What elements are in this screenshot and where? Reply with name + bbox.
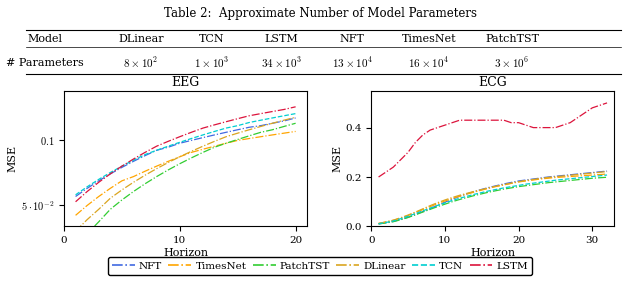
Text: $16 \times 10^4$: $16 \times 10^4$ <box>408 55 449 70</box>
Text: $1 \times 10^3$: $1 \times 10^3$ <box>193 55 229 70</box>
Text: TimesNet: TimesNet <box>401 34 456 44</box>
Text: $13 \times 10^4$: $13 \times 10^4$ <box>332 55 372 70</box>
Text: LSTM: LSTM <box>265 34 298 44</box>
Text: PatchTST: PatchTST <box>485 34 539 44</box>
Legend: NFT, TimesNet, PatchTST, DLinear, TCN, LSTM: NFT, TimesNet, PatchTST, DLinear, TCN, L… <box>108 257 532 275</box>
Text: TCN: TCN <box>198 34 224 44</box>
Text: Model: Model <box>28 34 62 44</box>
Text: $34 \times 10^3$: $34 \times 10^3$ <box>261 55 302 70</box>
Text: $8 \times 10^2$: $8 \times 10^2$ <box>124 55 158 70</box>
Y-axis label: MSE: MSE <box>332 145 342 172</box>
Text: NFT: NFT <box>340 34 364 44</box>
X-axis label: Horizon: Horizon <box>470 248 515 258</box>
Text: Table 2:  Approximate Number of Model Parameters: Table 2: Approximate Number of Model Par… <box>163 7 477 20</box>
Text: # Parameters: # Parameters <box>6 58 84 68</box>
Title: ECG: ECG <box>479 76 507 89</box>
Text: $3 \times 10^6$: $3 \times 10^6$ <box>494 55 530 70</box>
Title: EEG: EEG <box>172 76 200 89</box>
X-axis label: Horizon: Horizon <box>163 248 208 258</box>
Y-axis label: MSE: MSE <box>8 145 18 172</box>
Text: DLinear: DLinear <box>118 34 164 44</box>
